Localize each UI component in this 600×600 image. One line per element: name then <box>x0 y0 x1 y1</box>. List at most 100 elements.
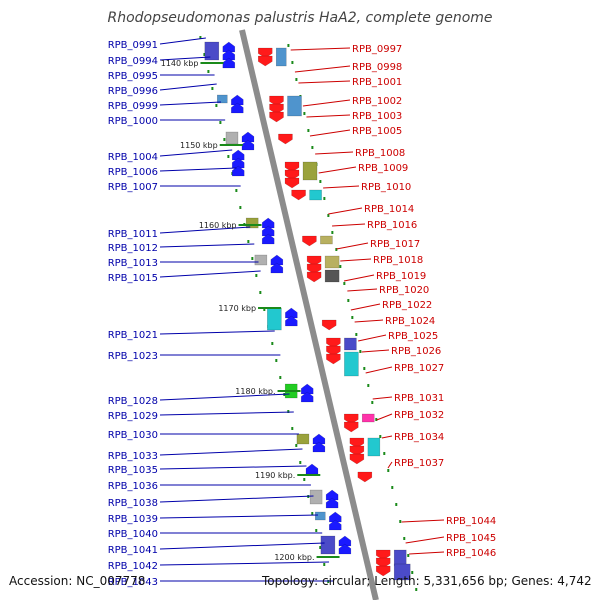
right-leader-line <box>376 413 393 421</box>
reverse-gene-arrow <box>306 263 322 275</box>
reverse-gene-arrow <box>375 549 391 561</box>
left-gene-label: RPB_1006 <box>108 167 158 178</box>
track-tick <box>219 121 222 124</box>
right-leader-line <box>347 288 378 292</box>
forward-gene-arrow <box>261 217 275 229</box>
track-tick <box>363 367 366 370</box>
reverse-gene-arrow <box>375 565 391 577</box>
reverse-gene-block <box>344 351 359 377</box>
forward-gene-arrow <box>231 102 244 114</box>
forward-gene-arrow <box>300 391 314 403</box>
track-tick <box>319 180 322 183</box>
right-gene-label: RPB_1027 <box>394 363 444 374</box>
reverse-gene-arrow <box>326 345 341 357</box>
track-tick <box>271 342 274 345</box>
right-gene-label: RPB_1046 <box>446 548 496 559</box>
track-tick <box>411 571 414 574</box>
track-tick <box>303 478 306 481</box>
right-gene-label: RPB_1003 <box>352 111 402 122</box>
reverse-gene-block <box>393 563 411 581</box>
genome-backbone <box>239 29 379 600</box>
track-tick <box>279 376 282 379</box>
reverse-gene-block <box>344 337 357 351</box>
right-leader-line <box>323 185 360 189</box>
right-gene-label: RPB_1018 <box>373 255 423 266</box>
left-leader-line <box>159 465 307 470</box>
track-tick <box>223 138 226 141</box>
reverse-gene-arrow <box>357 471 373 483</box>
track-tick <box>287 44 290 47</box>
track-tick <box>407 554 410 557</box>
forward-gene-arrow <box>231 157 245 169</box>
track-tick <box>367 384 370 387</box>
left-gene-label: RPB_1040 <box>108 529 158 540</box>
left-gene-label: RPB_1028 <box>108 396 158 407</box>
reverse-gene-block <box>361 413 375 423</box>
right-leader-line <box>294 65 351 73</box>
reverse-gene-arrow <box>349 445 365 457</box>
reverse-gene-arrow <box>375 557 391 569</box>
right-gene-label: RPB_1010 <box>361 182 411 193</box>
track-tick <box>295 444 298 447</box>
reverse-gene-block <box>393 549 407 567</box>
right-leader-line <box>298 80 351 84</box>
right-gene-label: RPB_1019 <box>376 271 426 282</box>
track-tick <box>415 588 418 591</box>
accession-text: Accession: NC_007778 <box>9 574 146 588</box>
track-tick <box>335 248 338 251</box>
track-tick <box>375 418 378 421</box>
left-leader-line <box>159 56 211 61</box>
left-leader-line <box>159 561 330 566</box>
left-leader-line <box>159 101 221 106</box>
left-gene-label: RPB_0991 <box>108 40 158 51</box>
forward-gene-arrow <box>312 433 326 445</box>
forward-gene-arrow <box>222 41 236 53</box>
left-leader-line <box>159 448 303 456</box>
left-leader-line <box>159 495 314 503</box>
left-leader-line <box>159 37 206 45</box>
right-leader-line <box>409 551 445 555</box>
track-tick <box>315 529 318 532</box>
left-gene-label: RPB_1012 <box>108 243 158 254</box>
right-gene-label: RPB_1020 <box>379 285 429 296</box>
right-leader-line <box>340 258 372 262</box>
track-tick <box>403 537 406 540</box>
forward-gene-arrow <box>241 131 255 143</box>
forward-gene-arrow <box>325 497 339 509</box>
forward-gene-block <box>254 254 268 266</box>
reverse-gene-arrow <box>326 353 341 365</box>
forward-gene-arrow <box>312 441 326 453</box>
track-tick <box>203 53 206 56</box>
reverse-gene-arrow <box>257 55 273 67</box>
track-tick <box>395 503 398 506</box>
track-tick <box>295 78 298 81</box>
reverse-gene-arrow <box>349 437 365 449</box>
left-gene-label: RPB_1007 <box>108 182 158 193</box>
right-leader-line <box>401 519 445 523</box>
right-gene-label: RPB_1044 <box>446 516 496 527</box>
right-leader-line <box>381 435 393 439</box>
reverse-gene-arrow <box>343 413 359 425</box>
forward-gene-arrow <box>222 49 236 61</box>
track-tick <box>383 452 386 455</box>
track-tick <box>291 427 294 430</box>
forward-gene-block <box>245 217 259 229</box>
reverse-gene-arrow <box>284 169 300 181</box>
right-gene-label: RPB_1026 <box>391 346 441 357</box>
track-tick <box>239 206 242 209</box>
forward-gene-block <box>315 511 326 521</box>
right-gene-label: RPB_1017 <box>370 239 420 250</box>
right-leader-line <box>354 319 384 323</box>
forward-gene-arrow <box>231 149 245 161</box>
left-gene-label: RPB_1023 <box>108 351 158 362</box>
right-gene-label: RPB_1016 <box>367 220 417 231</box>
left-leader-line <box>159 514 318 519</box>
forward-gene-block <box>204 41 220 61</box>
ruler-label: 1160 kbp <box>199 221 237 230</box>
reverse-gene-arrow <box>284 161 300 173</box>
right-leader-line <box>358 334 387 342</box>
right-leader-line <box>361 349 390 353</box>
reverse-gene-arrow <box>257 47 273 59</box>
right-gene-label: RPB_1024 <box>385 316 435 327</box>
left-leader-line <box>159 330 275 335</box>
